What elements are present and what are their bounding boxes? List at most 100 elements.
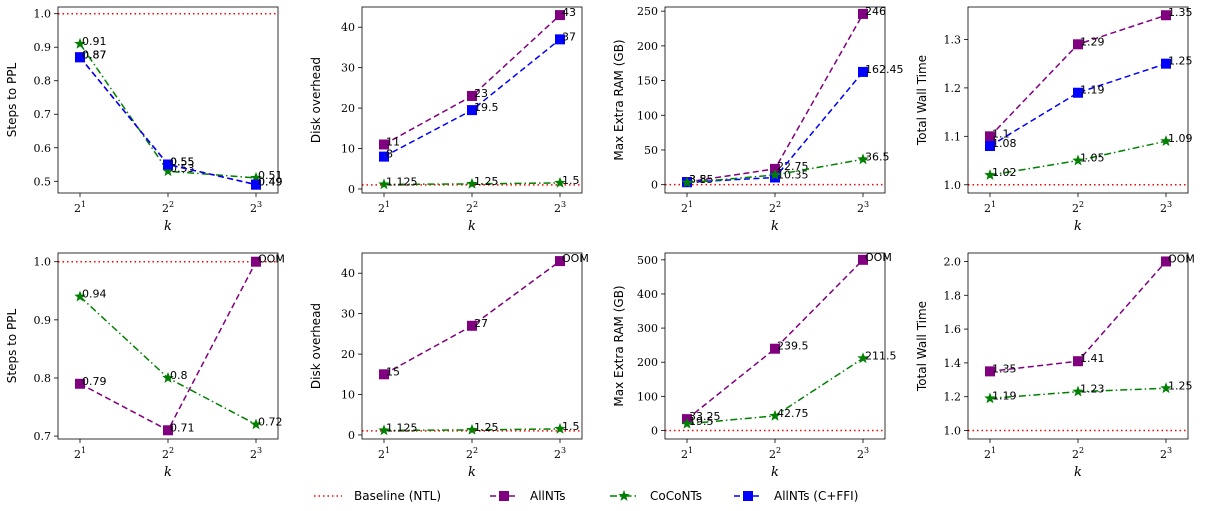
x-tick-label: 22 xyxy=(162,200,174,215)
x-axis-label: k xyxy=(468,465,476,480)
x-axis-label: k xyxy=(164,465,172,480)
series-allnts-c-ffi: 1.08 1.19 1.25 xyxy=(985,55,1193,152)
y-tick-label: 20 xyxy=(341,348,355,361)
data-point xyxy=(378,178,390,190)
y-tick-label: 100 xyxy=(637,109,658,122)
y-tick-label: 1.6 xyxy=(944,323,962,336)
series-allnts: 15 27 OOM xyxy=(379,252,589,380)
data-point xyxy=(1161,58,1171,69)
x-tick-label: 23 xyxy=(250,200,262,215)
y-tick-label: 0.8 xyxy=(34,372,52,385)
data-label: 0.51 xyxy=(258,169,283,182)
x-axis-label: k xyxy=(1074,465,1082,480)
data-label: 0.94 xyxy=(82,288,107,301)
data-label: 36.5 xyxy=(865,150,890,163)
x-tick-label: 21 xyxy=(74,446,86,461)
data-label: 1.5 xyxy=(562,420,580,433)
data-point xyxy=(1072,154,1084,166)
series-line xyxy=(686,259,864,420)
y-tick-label: 1.0 xyxy=(944,425,962,438)
data-point xyxy=(984,169,996,180)
data-label: 11 xyxy=(386,135,400,148)
data-point xyxy=(857,153,869,165)
data-label: 1.25 xyxy=(474,175,499,188)
y-tick-label: 0.5 xyxy=(34,175,52,188)
axes-frame xyxy=(57,252,279,440)
data-point xyxy=(163,425,173,436)
y-tick-label: 200 xyxy=(637,356,658,369)
series-line xyxy=(79,43,257,179)
y-tick-label: 1.0 xyxy=(944,179,962,192)
y-tick-label: 300 xyxy=(637,322,658,335)
data-point xyxy=(554,422,566,434)
y-tick-label: 1.1 xyxy=(944,130,962,143)
data-label: 8 xyxy=(386,148,393,161)
y-tick-label: 150 xyxy=(637,75,658,88)
subplot-2-1: 0.7 0.8 0.9 1.0 21 22 23 k Steps to PPL 0.79 0.71 O… xyxy=(5,252,285,480)
legend-label: AllNTs xyxy=(530,489,565,503)
data-label: 1.29 xyxy=(1080,35,1105,48)
data-label: 239.5 xyxy=(777,340,809,353)
x-axis-label: k xyxy=(468,219,476,234)
data-label: 1.05 xyxy=(1080,152,1105,165)
data-label: 27 xyxy=(474,317,488,330)
y-tick-label: 40 xyxy=(341,21,355,34)
y-tick-label: 0.8 xyxy=(34,75,52,88)
data-label: 0.91 xyxy=(82,35,107,48)
data-point xyxy=(251,256,261,267)
y-axis-label: Steps to PPL xyxy=(5,62,19,137)
data-point xyxy=(984,392,996,404)
data-point xyxy=(1073,87,1083,98)
y-tick-label: 250 xyxy=(637,5,658,18)
data-label: 1.23 xyxy=(1080,383,1105,396)
data-point xyxy=(1160,382,1172,394)
data-point xyxy=(74,37,86,49)
x-axis-label: k xyxy=(164,219,172,234)
data-label: 211.5 xyxy=(865,349,897,362)
data-label: OOM xyxy=(562,252,589,265)
data-point xyxy=(769,409,781,421)
series-line xyxy=(383,260,561,375)
x-axis-label: k xyxy=(771,465,779,480)
axes-frame xyxy=(967,252,1189,440)
data-label: 23 xyxy=(474,87,488,100)
y-tick-label: 1.4 xyxy=(944,357,962,370)
data-point xyxy=(554,176,566,188)
subplot-panels: 0.5 0.6 0.7 0.8 0.9 1.0 21 22 23 k Steps to PPL 0.9… xyxy=(5,5,1195,480)
data-point xyxy=(250,171,262,183)
series-line xyxy=(989,260,1167,373)
series-allnts: 3.85 22.75 246 xyxy=(682,5,886,187)
data-point xyxy=(555,10,565,21)
data-point xyxy=(250,418,262,430)
data-label: 15 xyxy=(386,365,400,378)
y-axis-label: Steps to PPL xyxy=(5,308,19,383)
data-point xyxy=(1072,385,1084,397)
data-point xyxy=(985,366,995,377)
data-point xyxy=(858,66,868,77)
data-label: 162.45 xyxy=(865,63,904,76)
data-point xyxy=(74,290,86,302)
data-point xyxy=(857,352,869,364)
y-tick-label: 0 xyxy=(348,429,355,442)
data-point xyxy=(467,105,477,116)
x-tick-label: 23 xyxy=(250,446,262,461)
data-label: 1.41 xyxy=(1080,352,1105,365)
y-tick-label: 10 xyxy=(341,389,355,402)
data-point xyxy=(163,159,173,170)
series-coconts: 1.125 1.25 1.5 xyxy=(378,420,580,436)
series-coconts: 0.94 0.8 0.72 xyxy=(74,288,283,430)
y-tick-label: 400 xyxy=(637,288,658,301)
y-tick-label: 0.9 xyxy=(34,41,52,54)
x-axis-label: k xyxy=(1074,219,1082,234)
x-tick-label: 21 xyxy=(984,200,996,215)
y-axis-label: Total Wall Time xyxy=(915,55,929,146)
series-allnts: 11 23 43 xyxy=(379,6,576,150)
data-label: 1.1 xyxy=(992,127,1010,140)
data-label: 42.75 xyxy=(777,407,809,420)
data-label: 33.25 xyxy=(689,410,721,423)
x-tick-label: 21 xyxy=(378,200,390,215)
data-label: 1.125 xyxy=(386,421,418,434)
y-tick-label: 1.2 xyxy=(944,82,962,95)
y-tick-label: 0.7 xyxy=(34,108,52,121)
data-point xyxy=(162,165,174,177)
